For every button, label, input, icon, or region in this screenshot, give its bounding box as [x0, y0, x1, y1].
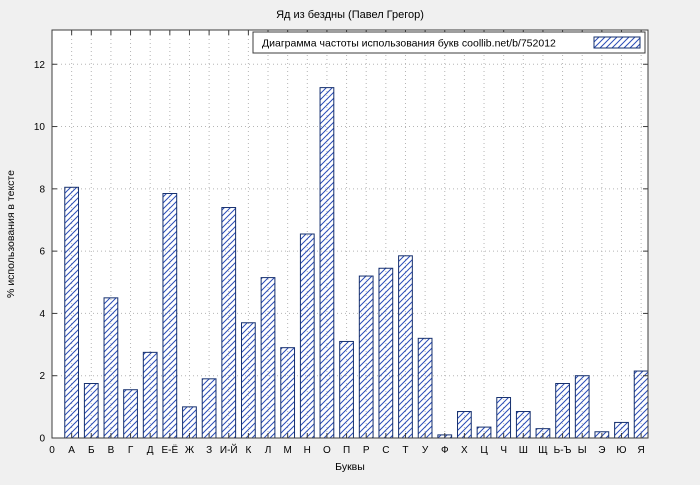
x-tick-label: З: [206, 445, 212, 456]
x-tick-label: О: [323, 445, 331, 456]
bar-С: [378, 267, 394, 439]
x-tick-label: Я: [638, 445, 645, 456]
plot-border: [51, 29, 649, 439]
x-tick-label: Л: [265, 445, 272, 456]
x-origin-label: 0: [49, 445, 55, 456]
x-tick-label: В: [108, 445, 115, 456]
bar-Т: [398, 255, 413, 439]
x-tick-label: Г: [128, 445, 134, 456]
x-tick-label: Е-Ё: [161, 444, 178, 456]
x-tick-label: Ц: [480, 445, 488, 456]
bar-О: [319, 87, 335, 439]
bar-Ч: [496, 397, 512, 439]
x-tick-label: Э: [598, 445, 605, 456]
y-tick-label: 10: [34, 122, 46, 133]
x-tick-label: Х: [461, 445, 468, 456]
bar-П: [339, 340, 354, 439]
bar-Я: [633, 370, 649, 439]
legend-label: Диаграмма частоты использования букв coo…: [262, 38, 556, 50]
x-tick-label: Т: [402, 445, 408, 456]
y-axis-label: % использования в тексте: [5, 170, 17, 298]
chart-title: Яд из бездны (Павел Грегор): [276, 9, 424, 21]
bar-Г: [123, 389, 138, 439]
x-tick-label: Б: [88, 445, 95, 456]
bar-Ь-Ъ: [555, 382, 570, 439]
x-tick-label: Ш: [519, 445, 528, 456]
bar-Д: [142, 351, 158, 439]
x-tick-label: М: [283, 445, 291, 456]
legend-box: [252, 31, 646, 54]
y-tick-label: 12: [34, 60, 46, 71]
y-tick-label: 2: [39, 371, 45, 382]
x-tick-label: Д: [147, 445, 154, 456]
bar-М: [280, 347, 296, 439]
bar-Ы: [574, 375, 590, 439]
bar-Н: [299, 233, 315, 439]
x-tick-label: С: [382, 445, 389, 456]
bar-Б: [83, 382, 99, 439]
bar-Л: [260, 277, 276, 439]
y-tick-label: 0: [39, 434, 45, 445]
x-tick-label: Ы: [578, 445, 587, 456]
bar-Р: [358, 275, 374, 439]
x-tick-label: А: [68, 445, 75, 456]
y-tick-label: 8: [39, 184, 45, 195]
x-tick-label: У: [422, 445, 429, 456]
bar-З: [201, 378, 217, 439]
legend-swatch: [593, 36, 641, 49]
x-tick-label: Н: [304, 445, 311, 456]
bar-Е-Ё: [162, 193, 178, 439]
x-tick-label: П: [343, 445, 350, 456]
bar-К: [241, 322, 256, 439]
x-tick-label: И-Й: [220, 443, 238, 456]
bar-А: [64, 186, 80, 439]
x-tick-label: Р: [363, 445, 370, 456]
y-tick-label: 6: [39, 247, 45, 258]
x-tick-label: Ю: [616, 445, 626, 456]
x-axis-label: Буквы: [335, 461, 365, 473]
x-tick-label: Ф: [441, 445, 449, 456]
y-tick-label: 4: [39, 309, 45, 320]
x-tick-label: Ж: [185, 445, 195, 456]
x-tick-label: Щ: [538, 445, 547, 456]
x-tick-label: Ь-Ъ: [554, 445, 572, 456]
bar-В: [103, 297, 119, 439]
x-tick-label: К: [245, 445, 251, 456]
tick-labels: 0 2 4 6 8 10 12 0 А Б В Г Д Е-Ё Ж З И-Й К Л М Н О П Р С Т У Ф Х Ц Ч Ш Щ Ь…: [34, 60, 645, 456]
x-tick-label: Ч: [500, 445, 507, 456]
bar-И-Й: [221, 207, 237, 439]
bar-У: [417, 337, 433, 439]
